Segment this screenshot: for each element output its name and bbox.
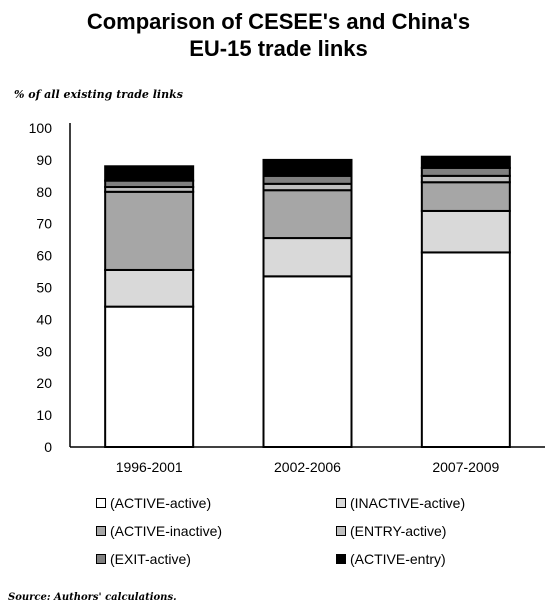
bar-segment	[420, 155, 511, 169]
x-axis-ticks: 1996-2001 2002-2006 2007-2009	[116, 459, 500, 475]
y-tick-label: 40	[36, 311, 52, 327]
bar-segment	[104, 165, 195, 182]
bar-segment	[262, 158, 353, 177]
chart-title-line-2: EU-15 trade links	[189, 36, 368, 61]
bar-segment	[262, 237, 353, 278]
legend-item: (INACTIVE-active)	[336, 495, 526, 511]
legend-label: (INACTIVE-active)	[350, 495, 466, 511]
bar-segment	[420, 166, 511, 177]
legend-item: (ACTIVE-active)	[96, 495, 336, 511]
bar-segment	[420, 251, 511, 448]
source-note: Source: Authors' calculations.	[8, 592, 177, 603]
x-tick-label: 2007-2009	[432, 459, 499, 475]
y-tick-label: 0	[44, 439, 52, 455]
legend-item: (ENTRY-active)	[336, 523, 526, 539]
legend-swatch	[336, 498, 346, 508]
y-tick-label: 30	[36, 343, 52, 359]
legend-item: (ACTIVE-inactive)	[96, 523, 336, 539]
bar-segment	[262, 189, 353, 240]
legend-swatch	[336, 526, 346, 536]
stacked-bar-chart: 0 10 20 30 40 50 60 70 80 90 100 1996-2001 2002-200…	[29, 120, 545, 475]
legend-swatch	[96, 498, 106, 508]
chart-title: Comparison of CESEE's and China's EU-15 …	[0, 8, 557, 62]
bar-segment	[262, 174, 353, 185]
bar-segment	[420, 181, 511, 212]
bar-segment	[262, 275, 353, 448]
bar-segment	[104, 268, 195, 308]
legend-label: (ENTRY-active)	[350, 523, 447, 539]
y-tick-label: 20	[36, 375, 52, 391]
legend-label: (ACTIVE-entry)	[350, 551, 446, 567]
y-tick-label: 90	[36, 152, 52, 168]
bar-segment	[104, 190, 195, 271]
y-tick-label: 60	[36, 248, 52, 264]
x-tick-label: 2002-2006	[274, 459, 341, 475]
legend-label: (ACTIVE-inactive)	[110, 523, 223, 539]
axes	[69, 123, 545, 448]
bar-segment	[104, 305, 195, 449]
bars	[104, 155, 511, 449]
chart-title-line-1: Comparison of CESEE's and China's	[86, 9, 471, 34]
legend-label: (ACTIVE-active)	[110, 495, 212, 511]
legend-swatch	[96, 526, 106, 536]
legend-item: (ACTIVE-entry)	[336, 551, 526, 567]
bar-stack-2007-2009	[420, 155, 511, 448]
legend-item: (EXIT-active)	[96, 551, 336, 567]
bar-stack-2002-2006	[262, 158, 353, 448]
x-tick-label: 1996-2001	[116, 459, 183, 475]
y-tick-label: 50	[36, 280, 52, 296]
y-axis-ticks: 0 10 20 30 40 50 60 70 80 90 100	[29, 120, 53, 455]
y-axis-label: % of all existing trade links	[14, 88, 183, 101]
legend: (ACTIVE-active) (INACTIVE-active) (ACTIVE-…	[96, 495, 526, 567]
y-tick-label: 70	[36, 216, 52, 232]
y-tick-label: 10	[36, 407, 52, 423]
bar-stack-1996-2001	[104, 165, 195, 449]
bar-segment	[420, 209, 511, 254]
legend-swatch	[336, 554, 346, 564]
y-tick-label: 80	[36, 184, 52, 200]
legend-label: (EXIT-active)	[110, 551, 191, 567]
y-tick-label: 100	[29, 120, 53, 136]
legend-swatch	[96, 554, 106, 564]
